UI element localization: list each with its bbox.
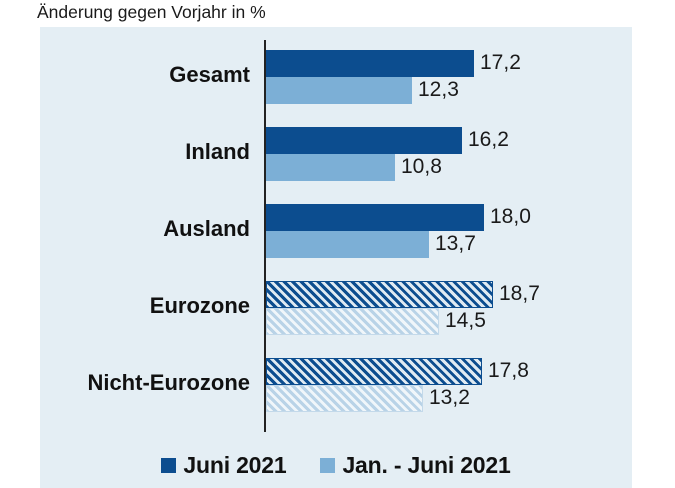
bar-jan-juni-2021[interactable] (266, 154, 395, 181)
chart-legend: Juni 2021 Jan. - Juni 2021 (40, 447, 632, 483)
value-label-juni-2021: 18,7 (499, 282, 540, 305)
bar-juni-2021[interactable] (266, 127, 462, 154)
value-label-juni-2021: 16,2 (468, 128, 509, 151)
category-label: Eurozone (149, 293, 250, 318)
category-label: Inland (185, 139, 250, 164)
legend-item-juni-2021[interactable]: Juni 2021 (161, 451, 287, 479)
legend-item-jan-juni-2021[interactable]: Jan. - Juni 2021 (320, 451, 511, 479)
legend-label: Juni 2021 (183, 451, 287, 478)
bar-jan-juni-2021[interactable] (266, 385, 423, 412)
bar-juni-2021[interactable] (266, 281, 493, 308)
value-axis-line (264, 40, 266, 432)
bar-jan-juni-2021[interactable] (266, 77, 412, 104)
category-label: Gesamt (169, 62, 250, 87)
legend-swatch-icon (161, 457, 177, 473)
bar-jan-juni-2021[interactable] (266, 308, 439, 335)
bar-jan-juni-2021[interactable] (266, 231, 429, 258)
bar-group: Ausland 18,0 13,7 (40, 194, 632, 271)
value-label-jan-juni-2021: 14,5 (445, 309, 486, 332)
plot-area: Gesamt 17,2 12,3 Inland 16,2 10,8 Auslan… (40, 27, 632, 437)
chart-title: Änderung gegen Vorjahr in % (37, 2, 266, 22)
value-label-juni-2021: 18,0 (490, 205, 531, 228)
bar-group: Gesamt 17,2 12,3 (40, 40, 632, 117)
value-label-juni-2021: 17,2 (480, 51, 521, 74)
value-label-jan-juni-2021: 13,7 (435, 232, 476, 255)
bar-group: Nicht-Eurozone 17,8 13,2 (40, 348, 632, 425)
value-label-jan-juni-2021: 13,2 (429, 386, 470, 409)
bar-group: Eurozone 18,7 14,5 (40, 271, 632, 348)
legend-label: Jan. - Juni 2021 (342, 451, 511, 478)
category-label: Ausland (163, 216, 250, 241)
bar-juni-2021[interactable] (266, 50, 474, 77)
legend-swatch-icon (320, 457, 336, 473)
bar-group: Inland 16,2 10,8 (40, 117, 632, 194)
value-label-jan-juni-2021: 12,3 (418, 78, 459, 101)
bar-juni-2021[interactable] (266, 358, 482, 385)
value-label-juni-2021: 17,8 (488, 359, 529, 382)
bar-juni-2021[interactable] (266, 204, 484, 231)
category-label: Nicht-Eurozone (87, 370, 250, 395)
value-label-jan-juni-2021: 10,8 (401, 155, 442, 178)
